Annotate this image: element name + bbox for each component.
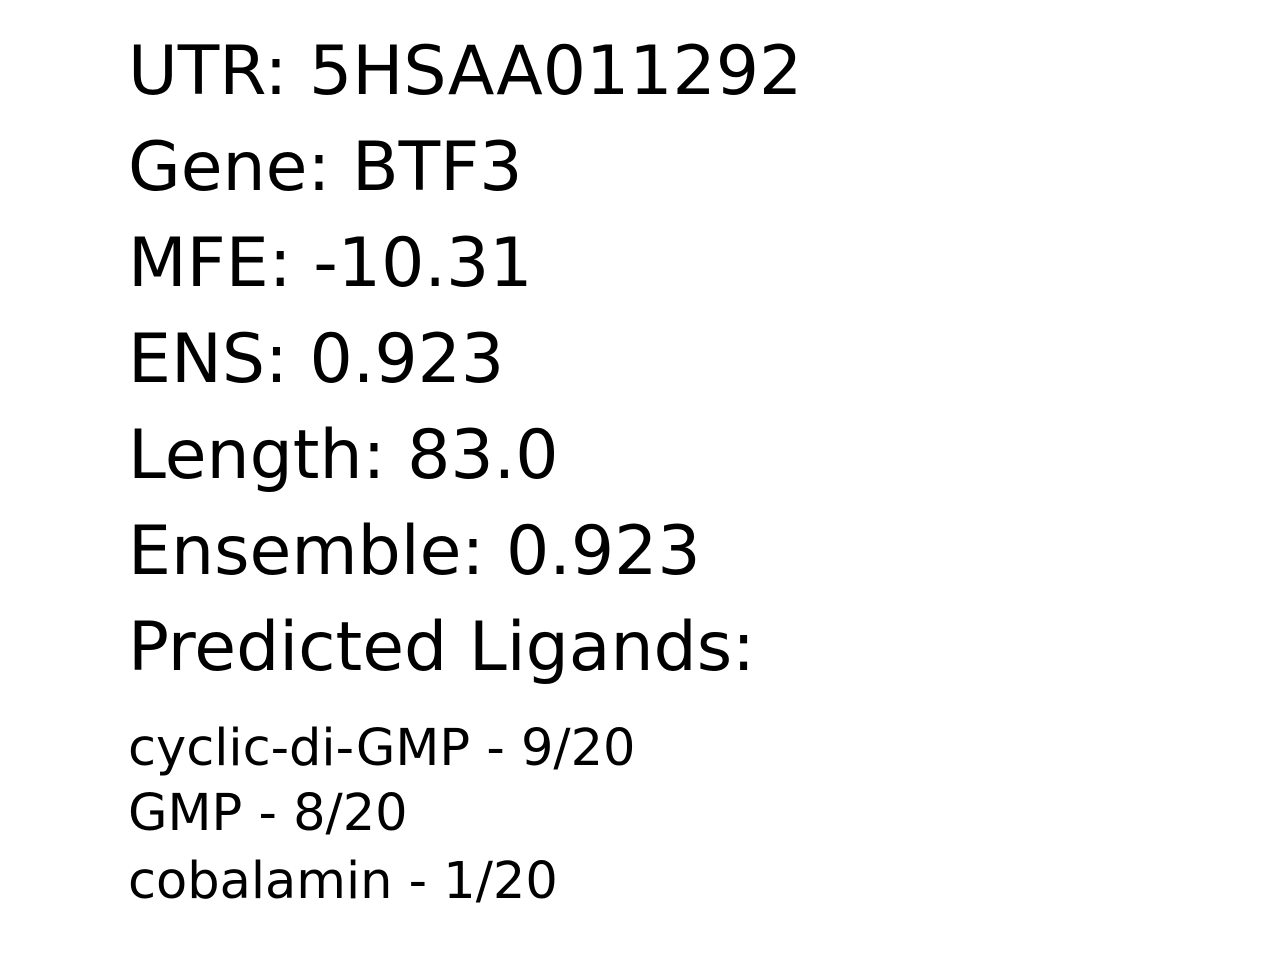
ensemble-label: Ensemble: 0.923: [128, 512, 701, 591]
list-item: GMP - 8/20: [128, 784, 408, 843]
list-item: cobalamin - 1/20: [128, 852, 558, 911]
ens-label: ENS: 0.923: [128, 320, 505, 399]
predicted-ligands-heading: Predicted Ligands:: [128, 608, 756, 687]
list-item: cyclic-di-GMP - 9/20: [128, 719, 636, 778]
mfe-label: MFE: -10.31: [128, 224, 533, 303]
utr-label: UTR: 5HSAA011292: [128, 32, 803, 111]
gene-label: Gene: BTF3: [128, 128, 523, 207]
length-label: Length: 83.0: [128, 416, 559, 495]
